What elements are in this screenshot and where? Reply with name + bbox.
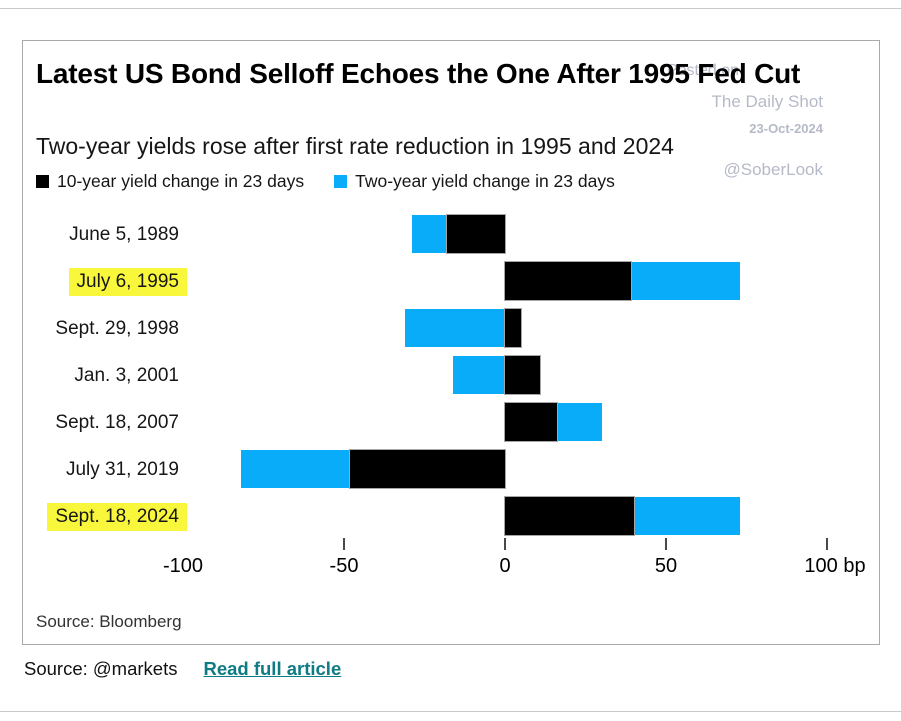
x-axis-label-100: 100 bp: [804, 555, 866, 577]
legend-item-two-year: Two-year yield change in 23 days: [334, 171, 615, 192]
legend-swatch-blue-icon: [334, 175, 348, 188]
legend-swatch-black-icon: [36, 175, 49, 188]
category-label: Sept. 18, 2007: [23, 399, 187, 446]
bar-10-year-3: [503, 308, 523, 348]
chart-title: Latest US Bond Selloff Echoes the One Af…: [36, 58, 801, 89]
x-axis-labels: -100 -50 0 50 100 bp: [23, 555, 879, 581]
x-axis-label-0: 0: [499, 555, 511, 577]
chart-legend: 10-year yield change in 23 days Two-year…: [36, 171, 615, 192]
x-tick-50: [665, 538, 667, 550]
category-label-text: Sept. 18, 2007: [55, 411, 179, 433]
category-label-highlighted: July 6, 1995: [68, 267, 187, 296]
x-tick-100: [826, 538, 828, 550]
chart-row: Sept. 29, 1998: [23, 305, 879, 352]
category-label-text: July 31, 2019: [65, 458, 179, 480]
footer: Source: @markets Read full article: [24, 658, 341, 680]
chart-row: Sept. 18, 2024: [23, 493, 879, 540]
chart-source: Source: Bloomberg: [36, 612, 182, 631]
category-label: July 31, 2019: [23, 446, 187, 493]
legend-label-10-year: 10-year yield change in 23 days: [57, 171, 305, 191]
x-tick--50: [343, 538, 345, 550]
category-label: Sept. 29, 1998: [23, 305, 187, 352]
bar-10-year-5: [504, 402, 558, 442]
bar-10-year-4: [503, 355, 542, 395]
category-label: Jan. 3, 2001: [23, 352, 187, 399]
bar-two-year-4: [453, 356, 505, 394]
chart-subtitle: Two-year yields rose after first rate re…: [36, 133, 674, 159]
watermark-posted-on: Posted on: [666, 62, 739, 79]
page-top-divider: [0, 8, 901, 9]
x-axis-label--100: -100: [162, 555, 204, 577]
watermark: Posted on The Daily Shot 23-Oct-2024 @So…: [666, 62, 824, 179]
chart-row: June 5, 1989: [23, 211, 879, 258]
x-tick-0: [504, 538, 506, 550]
page-bottom-divider: [0, 711, 901, 712]
bar-10-year-7: [504, 496, 635, 536]
category-label: June 5, 1989: [23, 211, 187, 258]
legend-item-10-year: 10-year yield change in 23 days: [36, 171, 304, 192]
watermark-soberlook: @SoberLook: [723, 160, 824, 179]
chart-row: July 31, 2019: [23, 446, 879, 493]
category-label-highlighted: Sept. 18, 2024: [47, 502, 187, 531]
chart-row: July 6, 1995: [23, 258, 879, 305]
chart-row: Sept. 18, 2007: [23, 399, 879, 446]
x-axis-label--50: -50: [329, 555, 359, 577]
bar-chart-plot: June 5, 1989 July 6, 1995 Sept. 29, 1998 Ja…: [23, 211, 879, 540]
category-label: July 6, 1995: [23, 258, 187, 305]
chart-card: Posted on The Daily Shot 23-Oct-2024 @So…: [22, 40, 880, 645]
watermark-daily-shot: The Daily Shot: [711, 92, 824, 111]
category-label: Sept. 18, 2024: [23, 493, 187, 540]
category-label-text: June 5, 1989: [69, 223, 179, 245]
bar-two-year-3: [405, 309, 505, 347]
x-axis-label-50: 50: [654, 555, 678, 577]
bar-10-year-6: [349, 449, 506, 489]
chart-row: Jan. 3, 2001: [23, 352, 879, 399]
x-axis-ticks: [23, 538, 879, 552]
footer-source: Source: @markets: [24, 658, 178, 679]
bar-10-year-2: [504, 261, 632, 301]
category-label-text: Sept. 29, 1998: [55, 317, 179, 339]
bar-10-year-1: [446, 214, 506, 254]
legend-label-two-year: Two-year yield change in 23 days: [355, 171, 615, 191]
category-label-text: Jan. 3, 2001: [74, 364, 179, 386]
watermark-date: 23-Oct-2024: [749, 121, 823, 136]
read-full-article-link[interactable]: Read full article: [203, 658, 342, 679]
